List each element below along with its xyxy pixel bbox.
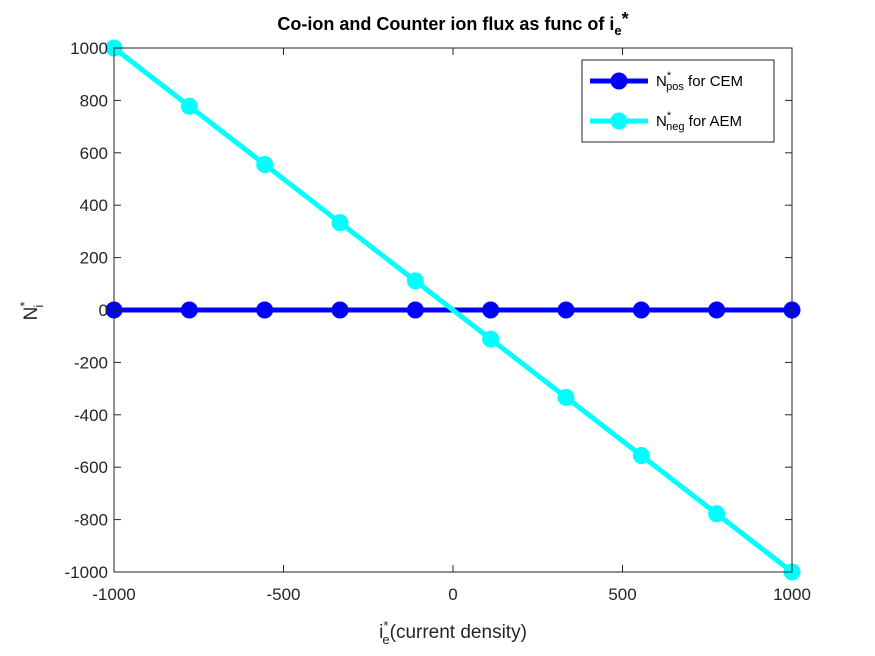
legend: N* pos for CEM N* neg for AEM [581, 59, 775, 143]
x-axis-label-main: i [379, 622, 383, 643]
series-aem-point [557, 388, 575, 406]
legend-label-aem: N* neg for AEM [656, 110, 742, 133]
legend-marker-aem [610, 112, 628, 130]
series-layer [105, 39, 801, 581]
y-tick-label: 600 [80, 144, 108, 163]
legend-marker-cem [610, 72, 628, 90]
chart-title-main: Co-ion and Counter ion flux as func of i [277, 14, 614, 34]
series-cem-point [331, 301, 349, 319]
legend-label-aem-rest: for AEM [684, 113, 742, 130]
x-axis-label-sup: * [383, 618, 388, 633]
series-aem-point [708, 505, 726, 523]
y-tick-label: -400 [74, 406, 108, 425]
legend-label-aem-sub: neg [666, 121, 684, 133]
legend-label-cem-sup: * [667, 70, 672, 82]
series-cem-point [557, 301, 575, 319]
series-cem-point [482, 301, 500, 319]
series-cem-point [256, 301, 274, 319]
y-tick-label: -600 [74, 458, 108, 477]
legend-label-aem-main: N [656, 113, 667, 130]
series-cem-point [180, 301, 198, 319]
series-aem-point [331, 214, 349, 232]
legend-label-cem-rest: for CEM [684, 73, 743, 90]
series-cem-point [708, 301, 726, 319]
y-tick-label: -200 [74, 353, 108, 372]
series-aem-point [632, 447, 650, 465]
y-tick-label: 200 [80, 249, 108, 268]
x-tick-label: 0 [448, 585, 457, 604]
chart-title-sub: e [614, 23, 621, 38]
series-aem-point [406, 272, 424, 290]
legend-label-aem-sup: * [667, 110, 672, 122]
y-tick-labels: -1000 -800 -600 -400 -200 0 200 400 600 800 1000 [65, 39, 108, 582]
series-aem-point [256, 155, 274, 173]
legend-box [581, 59, 775, 143]
series-aem-point [180, 97, 198, 115]
legend-label-cem-main: N [656, 73, 667, 90]
x-axis-label-sub: e [382, 632, 389, 647]
series-cem-point [632, 301, 650, 319]
axes-layer [113, 47, 793, 573]
x-tick-label: 500 [608, 585, 636, 604]
y-axis-label-main: N [21, 307, 42, 321]
y-axis-label: N*i [17, 302, 46, 321]
x-axis-label-rest: (current density) [390, 622, 527, 643]
series-aem [105, 39, 801, 581]
series-cem-point [406, 301, 424, 319]
y-tick-label: -1000 [65, 563, 108, 582]
y-axis-label-sup: * [17, 302, 32, 307]
x-tick-label: 1000 [773, 585, 811, 604]
series-aem-point [482, 330, 500, 348]
y-tick-label: 800 [80, 91, 108, 110]
x-tick-labels: -1000 -500 0 500 1000 [92, 585, 811, 604]
y-tick-label: -800 [74, 511, 108, 530]
y-tick-label: 400 [80, 196, 108, 215]
y-tick-label: 1000 [70, 39, 108, 58]
x-tick-label: -500 [266, 585, 300, 604]
chart-title-suffix: * [622, 9, 629, 29]
y-axis-label-sub: i [31, 305, 46, 308]
chart-title: Co-ion and Counter ion flux as func of i… [277, 9, 628, 38]
series-aem-line [112, 46, 794, 574]
legend-label-cem-sub: pos [666, 81, 684, 93]
x-tick-label: -1000 [92, 585, 135, 604]
legend-label-cem: N* pos for CEM [656, 70, 743, 93]
x-axis-label: i* e(current density) [379, 618, 527, 647]
y-tick-label: 0 [99, 301, 108, 320]
